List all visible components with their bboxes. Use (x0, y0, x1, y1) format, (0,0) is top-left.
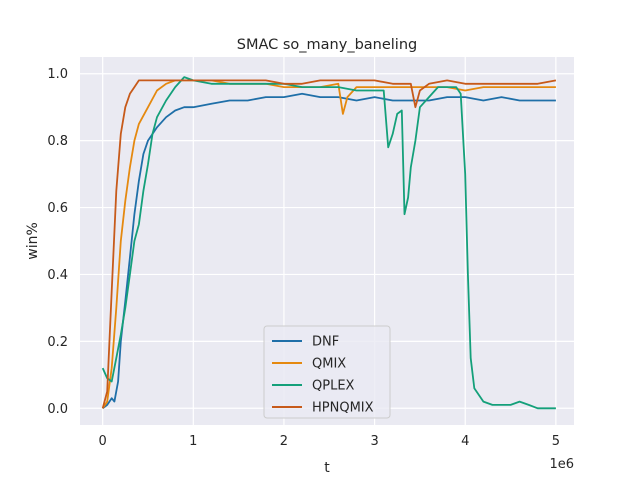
x-axis-label: t (324, 460, 330, 476)
y-tick-label: 1.0 (47, 67, 68, 82)
series-line-hpnqmix (101, 79, 557, 409)
series-lines (101, 76, 557, 410)
legend-label-qplex: QPLEX (312, 379, 355, 394)
legend-label-hpnqmix: HPNQMIX (312, 401, 374, 416)
x-tick-label: 5 (552, 434, 560, 449)
tick-labels: 0 1 2 3 4 5 0.0 0.2 0.4 0.6 0.8 1.0 (47, 67, 560, 449)
x-tick-label: 3 (370, 434, 378, 449)
gridlines (80, 57, 574, 425)
y-tick-label: 0.4 (47, 268, 68, 283)
x-tick-label: 4 (461, 434, 469, 449)
legend: DNF QMIX QPLEX HPNQMIX (263, 325, 391, 419)
legend-box (263, 325, 391, 419)
y-tick-label: 0.6 (47, 201, 68, 216)
x-tick-label: 1 (189, 434, 197, 449)
y-tick-label: 0.2 (47, 335, 68, 350)
series-line-dnf (102, 92, 556, 410)
x-tick-label: 2 (280, 434, 288, 449)
chart-title: SMAC so_many_baneling (237, 37, 417, 53)
legend-label-qmix: QMIX (312, 357, 346, 372)
x-tick-label: 0 (99, 434, 107, 449)
x-axis-offset-label: 1e6 (549, 457, 574, 472)
series-line-qplex (101, 76, 556, 410)
y-axis-label: win% (25, 222, 41, 260)
y-tick-label: 0.0 (47, 402, 68, 417)
legend-label-dnf: DNF (312, 335, 339, 350)
y-tick-label: 0.8 (47, 134, 68, 149)
